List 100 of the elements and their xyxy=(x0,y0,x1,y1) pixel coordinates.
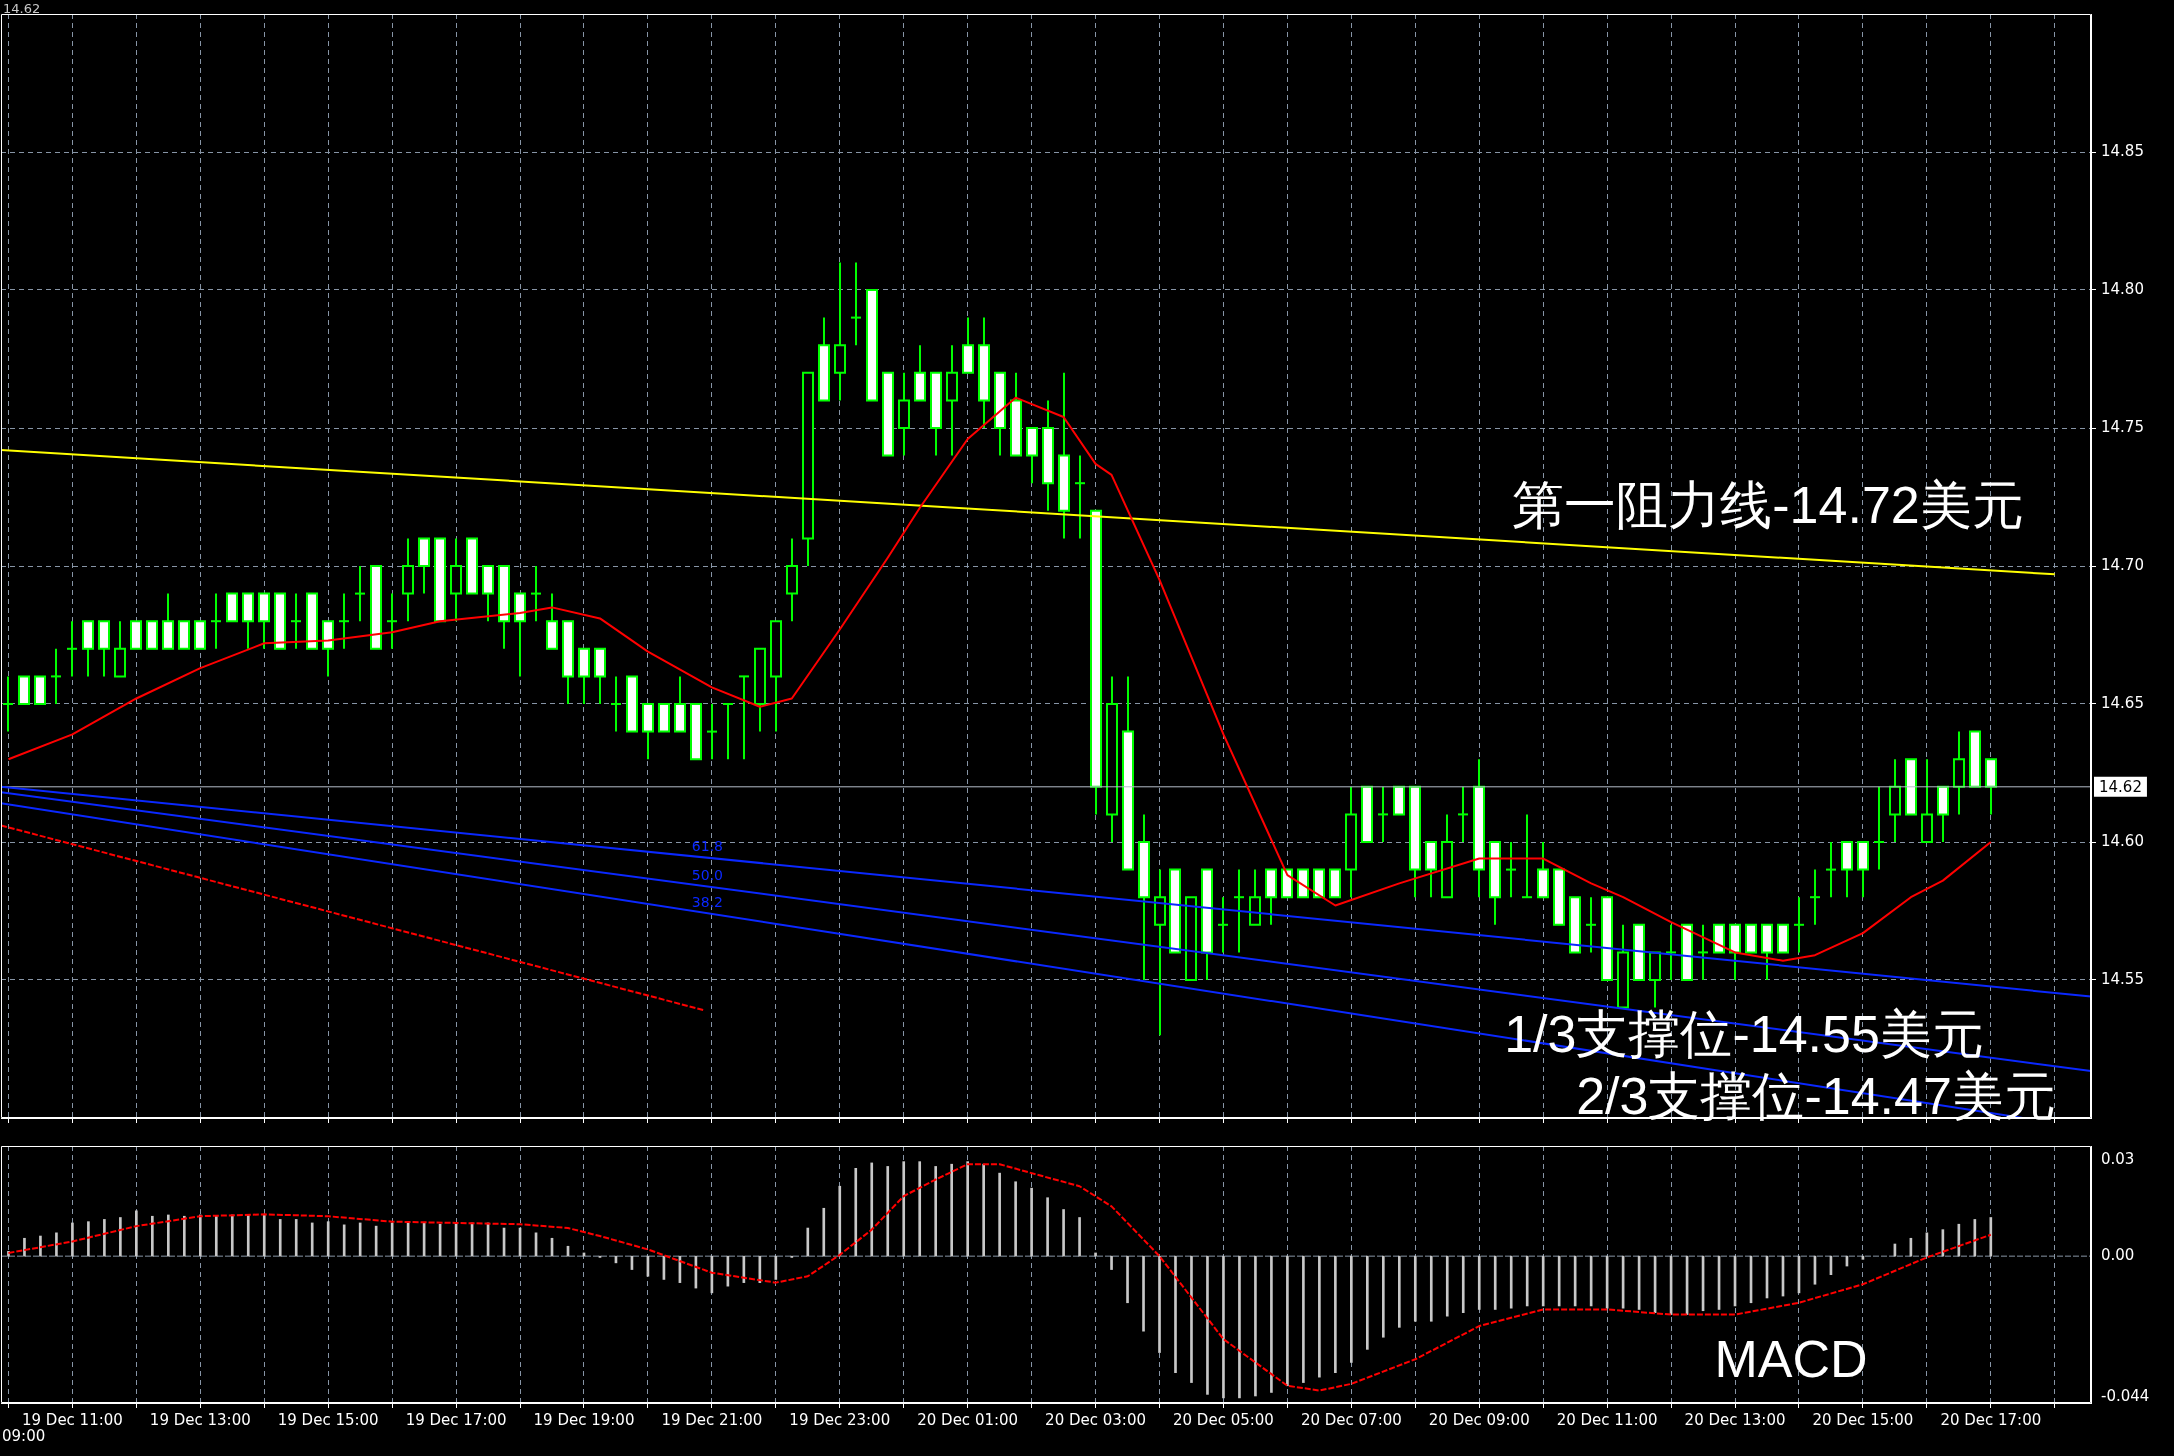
bar xyxy=(1238,1255,1241,1399)
bar xyxy=(310,1222,314,1257)
x-tick-label: 19 Dec 17:00 xyxy=(405,1410,507,1429)
y-tick-label: 0.03 xyxy=(2101,1150,2135,1169)
bar xyxy=(806,1227,810,1257)
bar xyxy=(1989,1217,1993,1257)
y-tick-label: 0.00 xyxy=(2101,1246,2135,1265)
candlestick xyxy=(1233,868,1245,954)
bar xyxy=(1445,1255,1449,1317)
x-tick-label: 20 Dec 01:00 xyxy=(917,1410,1019,1429)
x-tick-label: 19 Dec 21:00 xyxy=(661,1410,763,1429)
bar xyxy=(1030,1187,1033,1257)
bar xyxy=(1350,1255,1353,1363)
candlestick xyxy=(530,565,542,623)
bar xyxy=(1126,1255,1129,1304)
bar xyxy=(1381,1255,1385,1338)
annotation: MACD xyxy=(1714,1330,1868,1389)
bar xyxy=(950,1163,954,1257)
bar xyxy=(71,1222,74,1257)
x-tick-label: 19 Dec 13:00 xyxy=(149,1410,251,1429)
candlestick xyxy=(50,647,62,705)
bar xyxy=(918,1161,922,1257)
x-tick-label: 20 Dec 15:00 xyxy=(1812,1410,1914,1429)
candlestick xyxy=(354,565,366,623)
y-tick-label: 14.60 xyxy=(2101,831,2144,850)
bar xyxy=(1206,1255,1209,1395)
bar xyxy=(1366,1255,1369,1350)
candlestick xyxy=(1505,841,1517,899)
candlestick xyxy=(706,703,718,761)
bar xyxy=(1014,1181,1017,1257)
bar xyxy=(1094,1252,1097,1257)
bar xyxy=(1142,1255,1145,1332)
bar xyxy=(1174,1255,1177,1373)
bar xyxy=(1525,1255,1529,1307)
bar xyxy=(262,1214,266,1257)
bar xyxy=(902,1161,906,1257)
bar xyxy=(326,1221,330,1257)
bar xyxy=(982,1163,985,1257)
candlestick xyxy=(1585,896,1597,954)
bar xyxy=(87,1221,90,1257)
candlestick xyxy=(1074,454,1086,540)
y-tick-label: 14.55 xyxy=(2101,969,2144,988)
bar xyxy=(934,1166,938,1257)
candlestick xyxy=(1825,841,1837,899)
candlestick xyxy=(738,675,750,761)
bar xyxy=(1190,1255,1193,1383)
bar xyxy=(1318,1255,1321,1378)
bar xyxy=(998,1172,1001,1257)
x-tick-label: 19 Dec 11:00 xyxy=(21,1410,123,1429)
x-tick-label: 20 Dec 05:00 xyxy=(1173,1410,1274,1429)
x-tick-label: 19 Dec 23:00 xyxy=(789,1410,891,1429)
bar xyxy=(246,1214,250,1257)
bar xyxy=(1062,1209,1065,1257)
candlestick xyxy=(610,675,622,733)
bar xyxy=(774,1255,778,1280)
bar xyxy=(294,1219,298,1257)
bar xyxy=(39,1235,42,1257)
y-tick-label: 14.65 xyxy=(2101,693,2144,712)
bar xyxy=(1078,1217,1081,1257)
candlestick xyxy=(850,261,862,347)
candlestick xyxy=(1809,868,1821,926)
candlestick xyxy=(1377,785,1389,843)
bar xyxy=(1334,1255,1337,1373)
candlestick xyxy=(210,592,222,650)
bar xyxy=(1541,1255,1545,1307)
candlestick xyxy=(1697,923,1709,981)
bar xyxy=(1429,1255,1433,1322)
bar xyxy=(167,1214,170,1257)
x-tick-label: 19 Dec 19:00 xyxy=(533,1410,635,1429)
candlestick xyxy=(386,592,398,650)
bar xyxy=(838,1185,842,1257)
series-label: 50.0 xyxy=(691,867,724,884)
bar xyxy=(1158,1255,1161,1353)
bar xyxy=(1413,1255,1417,1322)
y-tick-label: 14.75 xyxy=(2101,417,2144,436)
candlestick xyxy=(1665,923,1677,981)
series-label: 61.8 xyxy=(691,838,724,855)
bar xyxy=(1222,1255,1225,1399)
bar xyxy=(55,1232,58,1257)
x-tick-label: 20 Dec 03:00 xyxy=(1045,1410,1146,1429)
bar xyxy=(822,1207,826,1257)
bar xyxy=(230,1214,234,1257)
bar xyxy=(1557,1255,1561,1307)
bar xyxy=(1254,1255,1257,1397)
candlestick xyxy=(1793,896,1805,954)
bar xyxy=(342,1224,346,1257)
bar xyxy=(1509,1255,1513,1309)
series-label: 38.2 xyxy=(691,893,724,910)
candlestick xyxy=(338,592,350,650)
bar xyxy=(198,1214,202,1257)
bar xyxy=(1270,1255,1273,1393)
y-tick-label: 14.80 xyxy=(2101,279,2144,298)
annotation: 14.62 xyxy=(3,0,41,16)
candlestick xyxy=(1217,896,1229,954)
bar xyxy=(966,1161,969,1257)
candlestick xyxy=(66,620,78,678)
bar xyxy=(103,1219,106,1257)
bar xyxy=(151,1215,154,1257)
x-tick-label: 19 Dec 15:00 xyxy=(277,1410,379,1429)
candlestick xyxy=(1521,813,1533,899)
